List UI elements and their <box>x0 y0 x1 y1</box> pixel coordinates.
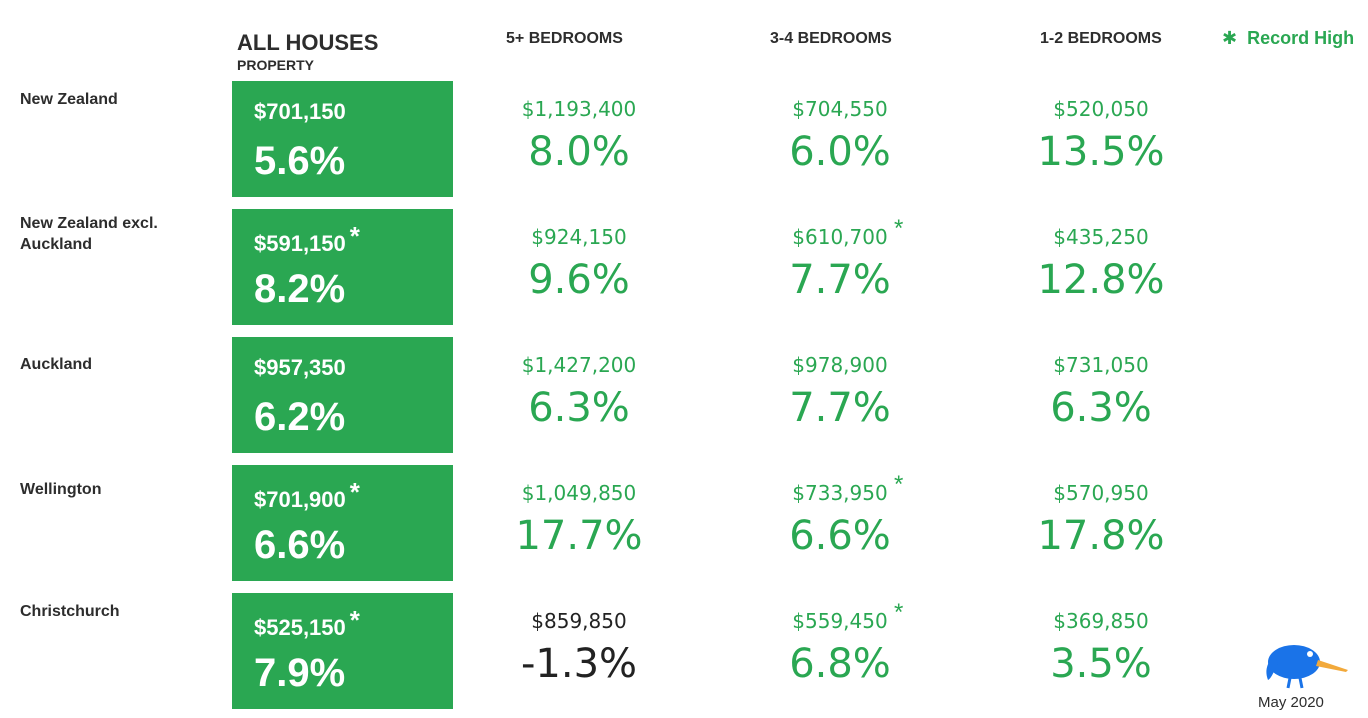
b12-cell: $570,950 17.8% <box>971 481 1231 559</box>
b5-price: $1,049,850 <box>521 481 637 505</box>
b12-price: $570,950 <box>1053 481 1149 505</box>
all-houses-price: $701,150 <box>254 99 346 124</box>
col-header-1-2-bedrooms: 1-2 BEDROOMS <box>1040 30 1162 47</box>
b12-cell: $731,050 6.3% <box>971 353 1231 431</box>
all-houses-pct: 7.9% <box>254 651 346 695</box>
b5-price: $924,150 <box>531 225 627 249</box>
b34-price: $704,550 <box>792 97 888 121</box>
record-high-asterisk-icon: * <box>894 471 904 498</box>
all-houses-pct: 6.2% <box>254 395 346 439</box>
report-date: May 2020 <box>1258 694 1324 711</box>
b12-pct: 13.5% <box>1037 129 1165 175</box>
b5-pct: 17.7% <box>515 513 643 559</box>
b5-cell: $1,427,200 6.3% <box>449 353 709 431</box>
record-high-asterisk-icon: * <box>349 477 360 507</box>
b5-price: $859,850 <box>531 609 627 633</box>
b12-pct: 6.3% <box>1050 385 1152 431</box>
b5-pct: 8.0% <box>528 129 630 175</box>
row-label: New Zealand <box>20 91 118 108</box>
all-houses-cell: $957,350 6.2% <box>232 337 453 453</box>
all-houses-pct: 8.2% <box>254 267 346 311</box>
b5-cell: $1,049,850 17.7% <box>449 481 709 559</box>
b34-pct: 7.7% <box>789 385 891 431</box>
all-houses-cell: $701,900 * 6.6% <box>232 465 453 581</box>
b12-pct: 17.8% <box>1037 513 1165 559</box>
b34-cell: $704,550 6.0% <box>710 97 970 175</box>
record-high-asterisk-icon: * <box>894 599 904 626</box>
b34-pct: 6.8% <box>789 641 891 687</box>
row-label: Wellington <box>20 481 102 498</box>
col-header-5-bedrooms: 5+ BEDROOMS <box>506 30 623 47</box>
all-houses-price: $701,900 <box>254 487 346 512</box>
b34-cell: $559,450 6.8% <box>710 609 970 687</box>
b12-pct: 12.8% <box>1037 257 1165 303</box>
record-high-asterisk-icon: * <box>894 215 904 242</box>
b34-price: $610,700 <box>792 225 888 249</box>
all-houses-title: ALL HOUSES <box>237 30 379 55</box>
b5-cell: $1,193,400 8.0% <box>449 97 709 175</box>
b34-price: $559,450 <box>792 609 888 633</box>
b12-pct: 3.5% <box>1050 641 1152 687</box>
b12-cell: $435,250 12.8% <box>971 225 1231 303</box>
b5-pct: -1.3% <box>520 641 638 687</box>
all-houses-price: $525,150 <box>254 615 346 640</box>
b5-price: $1,427,200 <box>521 353 637 377</box>
b5-pct: 9.6% <box>528 257 630 303</box>
b12-price: $435,250 <box>1053 225 1149 249</box>
all-houses-price: $591,150 <box>254 231 346 256</box>
b5-price: $1,193,400 <box>521 97 637 121</box>
b34-cell: $610,700 7.7% <box>710 225 970 303</box>
b12-cell: $369,850 3.5% <box>971 609 1231 687</box>
all-houses-cell: $525,150 * 7.9% <box>232 593 453 709</box>
all-houses-pct: 6.6% <box>254 523 346 567</box>
all-houses-cell: $591,150 * 8.2% <box>232 209 453 325</box>
b5-cell: $859,850 -1.3% <box>449 609 709 687</box>
record-high-asterisk-icon: * <box>349 605 360 635</box>
b12-price: $369,850 <box>1053 609 1149 633</box>
b34-pct: 6.0% <box>789 129 891 175</box>
all-houses-cell: $701,150 5.6% <box>232 81 453 197</box>
row-label: New Zealand excl. Auckland <box>20 215 158 253</box>
b34-price: $733,950 <box>792 481 888 505</box>
all-houses-pct: 5.6% <box>254 139 346 183</box>
row-label: Christchurch <box>20 603 120 620</box>
col-header-3-4-bedrooms: 3-4 BEDROOMS <box>770 30 892 47</box>
record-high-label: Record High <box>1247 28 1355 48</box>
all-houses-price: $957,350 <box>254 355 346 380</box>
b34-pct: 7.7% <box>789 257 891 303</box>
b34-price: $978,900 <box>792 353 888 377</box>
kiwi-bird-icon <box>1266 645 1348 689</box>
row-label: Auckland <box>20 356 93 373</box>
b12-price: $520,050 <box>1053 97 1149 121</box>
b12-price: $731,050 <box>1053 353 1149 377</box>
b34-cell: $978,900 7.7% <box>710 353 970 431</box>
record-high-asterisk-icon: * <box>349 221 360 251</box>
b12-cell: $520,050 13.5% <box>971 97 1231 175</box>
b34-pct: 6.6% <box>789 513 891 559</box>
b5-pct: 6.3% <box>528 385 630 431</box>
b34-cell: $733,950 6.6% <box>710 481 970 559</box>
asterisk-icon: ✱ <box>1222 28 1238 48</box>
b5-cell: $924,150 9.6% <box>449 225 709 303</box>
all-houses-subtitle: PROPERTY <box>237 57 315 73</box>
record-high-legend: ✱ Record High <box>1222 28 1354 49</box>
